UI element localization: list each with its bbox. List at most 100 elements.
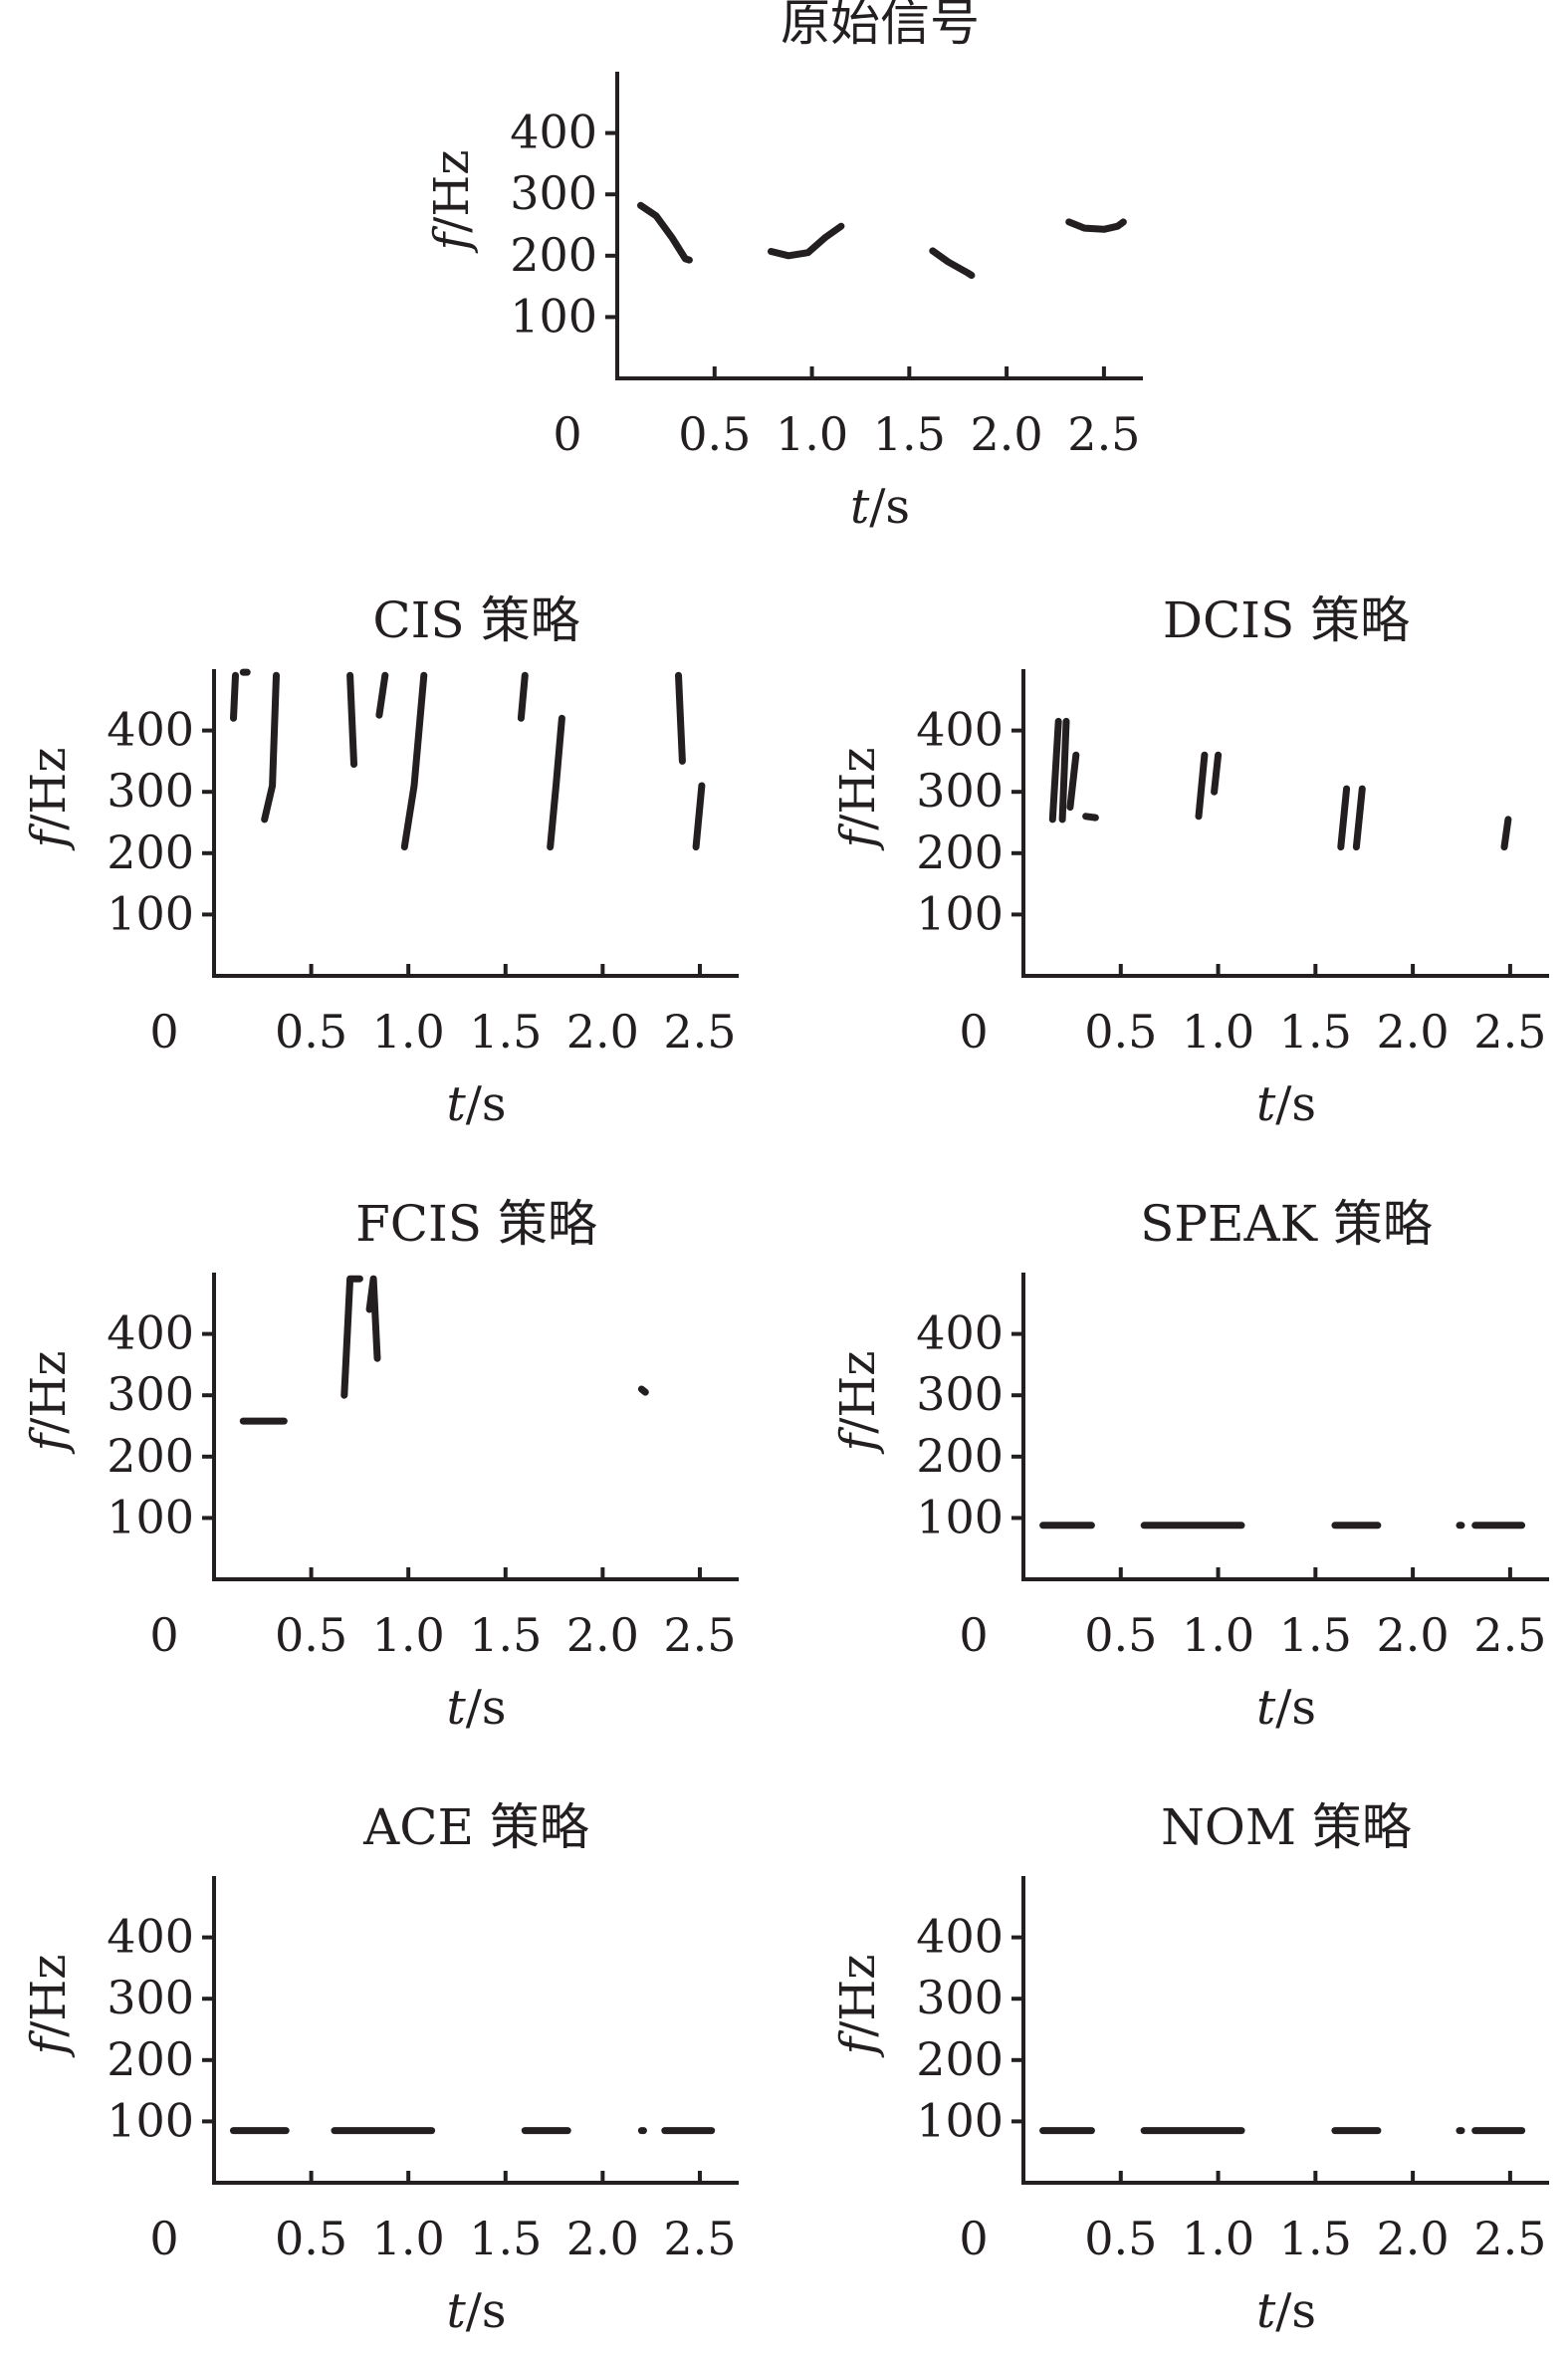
- x-tick-label: 1.0: [1182, 2212, 1254, 2265]
- pitch-trace-segment-4: [637, 1385, 649, 1396]
- y-tick-label: 200: [107, 2032, 194, 2086]
- x-tick-label: 2.0: [1377, 1608, 1450, 1662]
- y-tick-label: 200: [107, 825, 194, 879]
- pitch-trace-segment-4: [1082, 813, 1099, 822]
- x-axis-variable: t: [446, 2283, 466, 2339]
- pitch-trace-segment-1: [1048, 717, 1062, 824]
- x-tick-label: 2.0: [566, 2212, 639, 2265]
- pitch-trace-segment-7: [1337, 785, 1351, 851]
- x-axis-label: t/s: [850, 479, 910, 535]
- y-tick-label: 300: [916, 1367, 1004, 1421]
- y-tick-label: 300: [107, 1367, 194, 1421]
- chart-panel-dcis: DCIS 策略 100 200 300 400 0 0.5 1.0 1.5 2.0 2.5 f/Hz t…: [830, 591, 1549, 1132]
- x-tick-label: 0.5: [275, 1608, 347, 1662]
- pitch-trace-segment-5: [1195, 751, 1209, 821]
- axis-lines: [1021, 1273, 1549, 1581]
- pitch-trace-segment-1: [637, 201, 693, 264]
- chart-panel-speak: SPEAK 策略 100 200 300 400 0 0.5 1.0 1.5 2.0 2.5 f/Hz…: [830, 1195, 1549, 1736]
- x-axis-variable: t: [1256, 2283, 1276, 2339]
- y-tick-label: 400: [510, 106, 597, 159]
- chart-title: SPEAK 策略: [1140, 1195, 1433, 1253]
- axis-lines: [615, 72, 1143, 380]
- x-axis-variable: t: [446, 1076, 466, 1132]
- chart-title: FCIS 策略: [355, 1195, 597, 1253]
- x-tick-label: 0: [959, 2212, 988, 2265]
- y-tick-label: 400: [916, 1306, 1004, 1360]
- y-tick-label: 100: [107, 886, 194, 940]
- chart-title: ACE 策略: [362, 1798, 589, 1856]
- y-axis-unit: /Hz: [21, 1350, 77, 1433]
- x-axis-label: t/s: [446, 1680, 506, 1736]
- x-tick-label: 1.5: [1279, 1608, 1352, 1662]
- chart-title: NOM 策略: [1161, 1798, 1412, 1856]
- x-tick-label: 1.0: [372, 2212, 445, 2265]
- y-tick-label: 200: [107, 1429, 194, 1483]
- chart-title: 原始信号: [781, 0, 980, 52]
- y-axis-label: f/Hz: [21, 1954, 77, 2057]
- x-axis-unit: /s: [1275, 2283, 1316, 2339]
- x-axis-unit: /s: [1275, 1680, 1316, 1736]
- pitch-trace-segment-2: [768, 222, 845, 260]
- x-tick-label: 0.5: [275, 1005, 347, 1059]
- pitch-trace-segment-6: [1211, 751, 1223, 796]
- x-tick-label: 0: [149, 2212, 178, 2265]
- y-axis-label: f/Hz: [830, 1954, 886, 2057]
- x-tick-label: 2.5: [663, 1005, 736, 1059]
- x-tick-label: 2.5: [663, 1608, 736, 1662]
- x-axis-variable: t: [1256, 1680, 1276, 1736]
- x-axis-unit: /s: [466, 1076, 507, 1132]
- y-tick-label: 100: [916, 2093, 1004, 2147]
- y-tick-label: 200: [916, 2032, 1004, 2086]
- y-tick-label: 200: [916, 1429, 1004, 1483]
- pitch-trace-segment-6: [400, 671, 428, 851]
- x-tick-label: 1.5: [469, 1005, 542, 1059]
- pitch-trace-segment-3: [365, 1275, 381, 1362]
- x-tick-label: 2.5: [1067, 407, 1140, 461]
- x-axis-label: t/s: [1256, 1680, 1316, 1736]
- y-tick-label: 400: [107, 1306, 194, 1360]
- pitch-trace-segment-3: [261, 671, 280, 824]
- y-tick-label: 200: [510, 228, 597, 282]
- y-tick-label: 200: [916, 825, 1004, 879]
- x-tick-label: 1.5: [873, 407, 946, 461]
- pitch-trace-segment-2: [340, 1275, 363, 1399]
- y-tick-label: 300: [916, 1971, 1004, 2024]
- pitch-trace-segment-8: [1352, 785, 1366, 851]
- x-axis-variable: t: [446, 1680, 466, 1736]
- pitch-trace-segment-9: [675, 671, 686, 765]
- x-tick-label: 1.0: [372, 1005, 445, 1059]
- x-axis-unit: /s: [869, 479, 910, 535]
- y-tick-label: 400: [916, 1910, 1004, 1964]
- x-tick-label: 0.5: [1084, 1608, 1157, 1662]
- y-tick-label: 400: [107, 1910, 194, 1964]
- x-tick-label: 0: [959, 1005, 988, 1059]
- x-tick-label: 1.0: [372, 1608, 445, 1662]
- y-tick-label: 400: [916, 703, 1004, 757]
- x-tick-label: 1.5: [469, 1608, 542, 1662]
- pitch-trace-segment-3: [1066, 751, 1080, 812]
- x-tick-label: 2.5: [663, 2212, 736, 2265]
- x-tick-label: 2.0: [971, 407, 1043, 461]
- x-tick-label: 2.0: [566, 1608, 639, 1662]
- chart-title: DCIS 策略: [1163, 591, 1410, 649]
- pitch-trace-segment-2: [1058, 717, 1070, 824]
- y-tick-label: 400: [107, 703, 194, 757]
- y-tick-label: 300: [107, 1971, 194, 2024]
- x-tick-label: 0: [149, 1005, 178, 1059]
- x-axis-label: t/s: [1256, 1076, 1316, 1132]
- y-axis-label: f/Hz: [21, 747, 77, 850]
- y-tick-label: 300: [916, 764, 1004, 818]
- axis-lines: [212, 669, 739, 978]
- x-tick-label: 2.0: [1377, 1005, 1450, 1059]
- y-tick-label: 100: [107, 2093, 194, 2147]
- x-tick-label: 2.0: [1377, 2212, 1450, 2265]
- x-axis-label: t/s: [1256, 2283, 1316, 2339]
- y-tick-label: 300: [510, 166, 597, 220]
- y-tick-label: 100: [510, 289, 597, 343]
- y-axis-label: f/Hz: [830, 747, 886, 850]
- x-tick-label: 2.0: [566, 1005, 639, 1059]
- y-tick-label: 300: [107, 764, 194, 818]
